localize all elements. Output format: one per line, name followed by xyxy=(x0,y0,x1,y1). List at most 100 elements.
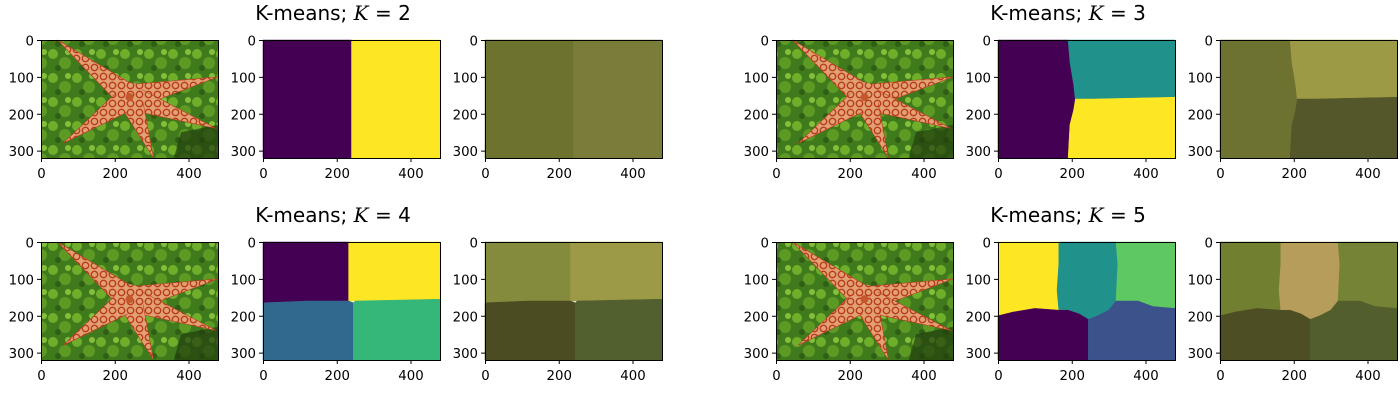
recolored-region-3 xyxy=(575,298,663,361)
x-tick-label: 200 xyxy=(1060,167,1085,182)
recolored-region-0 xyxy=(1219,39,1298,159)
y-tick-label: 300 xyxy=(231,347,256,362)
y-tick-label: 300 xyxy=(1188,347,1213,362)
recolored-region-1 xyxy=(570,241,663,302)
axes-frame xyxy=(998,40,1176,159)
y-tick-label: 100 xyxy=(231,71,256,86)
y-tick-label: 200 xyxy=(966,108,991,123)
y-tick-label: 100 xyxy=(453,71,478,86)
y-tick-label: 300 xyxy=(966,347,991,362)
recolored-region-0 xyxy=(484,241,571,304)
y-tick-label: 100 xyxy=(966,273,991,288)
cluster-region-1 xyxy=(351,39,441,159)
cluster-region-2 xyxy=(1115,241,1176,309)
x-tick-label: 400 xyxy=(176,167,201,182)
axes-frame xyxy=(998,242,1176,361)
original-image-axes: 0 200 400 0 100 200 300 xyxy=(9,237,219,384)
y-tick-label: 300 xyxy=(744,145,769,160)
x-tick-label: 400 xyxy=(1355,369,1380,384)
axes-frame xyxy=(776,40,954,159)
original-image-axes: 0 200 400 0 100 200 300 xyxy=(744,237,954,384)
recolored-region-0 xyxy=(484,39,574,159)
y-tick-label: 300 xyxy=(231,145,256,160)
x-tick-label: 0 xyxy=(772,369,780,384)
cluster-label-axes: 0 200 400 0 100 200 300 xyxy=(231,35,441,182)
x-tick-label: 0 xyxy=(37,167,45,182)
x-tick-label: 400 xyxy=(911,369,936,384)
recolored-region-1 xyxy=(1278,241,1341,320)
y-tick-label: 100 xyxy=(966,71,991,86)
starfish-mouth xyxy=(125,295,134,304)
y-tick-label: 0 xyxy=(470,237,478,252)
x-tick-label: 0 xyxy=(1216,369,1224,384)
y-tick-label: 200 xyxy=(453,310,478,325)
y-tick-label: 300 xyxy=(9,347,34,362)
starfish-mouth xyxy=(860,93,869,102)
cluster-region-1 xyxy=(1067,39,1176,102)
x-tick-label: 200 xyxy=(547,369,572,384)
x-tick-label: 0 xyxy=(481,167,489,182)
recolored-region-2 xyxy=(1289,96,1398,159)
y-tick-label: 0 xyxy=(26,35,34,50)
axes-frame xyxy=(263,40,441,159)
starfish-mouth xyxy=(125,93,134,102)
recolored-region-0 xyxy=(1219,241,1282,317)
y-tick-label: 100 xyxy=(9,71,34,86)
y-tick-label: 200 xyxy=(744,108,769,123)
y-tick-label: 100 xyxy=(231,273,256,288)
y-tick-label: 100 xyxy=(1188,273,1213,288)
cluster-region-2 xyxy=(262,300,354,361)
x-tick-label: 400 xyxy=(1355,167,1380,182)
y-tick-label: 200 xyxy=(9,310,34,325)
x-tick-label: 200 xyxy=(1282,369,1307,384)
axes-frame xyxy=(41,242,219,361)
y-tick-label: 0 xyxy=(1205,35,1213,50)
y-tick-label: 200 xyxy=(9,108,34,123)
recolored-image-axes: 0 200 400 0 100 200 300 xyxy=(1188,237,1398,384)
x-tick-label: 400 xyxy=(1133,167,1158,182)
cluster-region-0 xyxy=(997,241,1060,317)
photo-shadow xyxy=(908,326,953,360)
y-tick-label: 200 xyxy=(1188,310,1213,325)
cluster-region-0 xyxy=(262,241,349,304)
x-tick-label: 200 xyxy=(547,167,572,182)
recolored-region-3 xyxy=(1219,308,1311,361)
recolored-image-axes: 0 200 400 0 100 200 300 xyxy=(453,35,663,182)
x-tick-label: 200 xyxy=(103,167,128,182)
x-tick-label: 0 xyxy=(37,369,45,384)
recolored-region-2 xyxy=(1337,241,1398,309)
x-tick-label: 200 xyxy=(325,369,350,384)
x-tick-label: 400 xyxy=(398,167,423,182)
x-tick-label: 0 xyxy=(259,167,267,182)
y-tick-label: 300 xyxy=(453,145,478,160)
y-tick-label: 200 xyxy=(231,310,256,325)
original-image-axes: 0 200 400 0 100 200 300 xyxy=(9,35,219,182)
axes-frame xyxy=(1220,40,1398,159)
x-tick-label: 0 xyxy=(772,167,780,182)
y-tick-label: 100 xyxy=(744,273,769,288)
axes-frame xyxy=(776,242,954,361)
cluster-region-3 xyxy=(353,298,441,361)
x-tick-label: 0 xyxy=(994,167,1002,182)
axes-frame xyxy=(41,40,219,159)
photo-shadow xyxy=(173,326,218,360)
y-tick-label: 0 xyxy=(26,237,34,252)
x-tick-label: 200 xyxy=(103,369,128,384)
y-tick-label: 100 xyxy=(453,273,478,288)
x-tick-label: 400 xyxy=(620,369,645,384)
recolored-region-1 xyxy=(573,39,663,159)
y-tick-label: 0 xyxy=(761,237,769,252)
y-tick-label: 100 xyxy=(1188,71,1213,86)
x-tick-label: 200 xyxy=(325,167,350,182)
x-tick-label: 400 xyxy=(398,369,423,384)
x-tick-label: 200 xyxy=(1060,369,1085,384)
y-tick-label: 0 xyxy=(761,35,769,50)
original-image-axes: 0 200 400 0 100 200 300 xyxy=(744,35,954,182)
cluster-region-3 xyxy=(997,308,1089,361)
cluster-region-1 xyxy=(348,241,441,302)
